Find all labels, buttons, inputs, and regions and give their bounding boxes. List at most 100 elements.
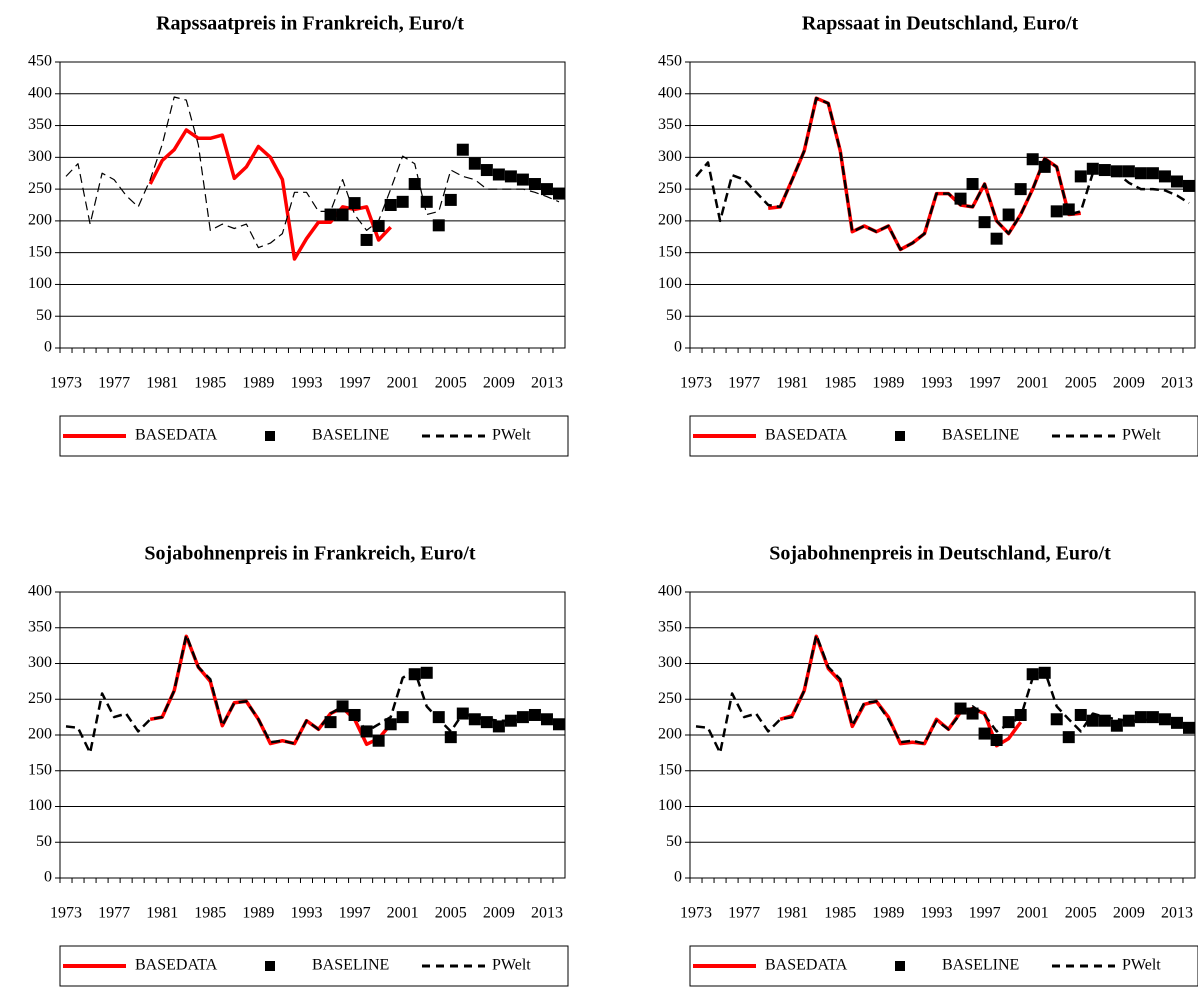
x-tick-label: 1981 — [776, 375, 808, 392]
y-tick-label: 300 — [658, 148, 682, 165]
y-tick-label: 0 — [44, 339, 52, 356]
y-tick-label: 200 — [658, 212, 682, 229]
plot-border — [689, 61, 1196, 349]
baseline-marker — [468, 713, 481, 726]
x-tick-label: 2005 — [1065, 375, 1097, 392]
y-tick-label: 400 — [658, 583, 682, 600]
x-tick-label: 1985 — [824, 375, 856, 392]
y-tick-label: 150 — [28, 243, 52, 260]
x-tick-label: 1989 — [872, 905, 904, 922]
x-tick-label: 1989 — [242, 905, 274, 922]
x-tick-label: 2009 — [483, 375, 515, 392]
legend-label: BASEDATA — [135, 957, 218, 974]
baseline-marker — [990, 232, 1003, 245]
x-tick-label: 1985 — [194, 905, 226, 922]
legend-label: BASELINE — [312, 427, 389, 444]
x-tick-label: 1985 — [824, 905, 856, 922]
pworld-line — [695, 633, 1190, 755]
pworld-line — [65, 96, 560, 249]
x-tick-label: 2009 — [1113, 905, 1145, 922]
baseline-marker — [384, 718, 397, 731]
pworld-line — [695, 96, 1190, 251]
baseline-marker — [1146, 711, 1159, 724]
x-tick-label: 2009 — [483, 905, 515, 922]
legend-label: BASELINE — [942, 957, 1019, 974]
legend-swatch — [895, 431, 905, 441]
baseline-marker — [1026, 668, 1039, 681]
legend-label: BASELINE — [312, 957, 389, 974]
x-tick-label: 1981 — [146, 375, 178, 392]
y-tick-label: 250 — [658, 180, 682, 197]
y-tick-label: 100 — [28, 797, 52, 814]
baseline-marker — [978, 727, 991, 740]
baseline-marker — [954, 192, 967, 205]
x-tick-label: 1981 — [146, 905, 178, 922]
baseline-marker — [540, 713, 553, 726]
x-tick-label: 2005 — [435, 375, 467, 392]
x-tick-label: 1997 — [969, 375, 1001, 392]
legend-label: PWelt — [492, 427, 531, 444]
y-tick-label: 250 — [28, 180, 52, 197]
y-tick-label: 300 — [28, 654, 52, 671]
x-tick-label: 2013 — [1161, 905, 1193, 922]
x-tick-label: 2005 — [1065, 905, 1097, 922]
baseline-marker — [336, 208, 349, 221]
baseline-marker — [432, 219, 445, 232]
baseline-marker — [504, 170, 517, 183]
y-tick-label: 150 — [28, 761, 52, 778]
y-tick-label: 400 — [28, 583, 52, 600]
baseline-marker — [516, 711, 529, 724]
baseline-marker — [1134, 167, 1147, 180]
x-tick-label: 1989 — [242, 375, 274, 392]
baseline-marker — [1050, 713, 1063, 726]
baseline-marker — [1086, 162, 1099, 175]
baseline-marker — [1146, 167, 1159, 180]
x-tick-label: 1985 — [194, 375, 226, 392]
y-tick-label: 350 — [28, 116, 52, 133]
baseline-marker — [396, 711, 409, 724]
x-tick-label: 1993 — [920, 375, 952, 392]
baseline-marker — [372, 734, 385, 747]
y-tick-label: 200 — [658, 726, 682, 743]
x-tick-label: 1981 — [776, 905, 808, 922]
baseline-marker — [1038, 160, 1051, 173]
chart-panel: Sojabohnenpreis in Deutschland, Euro/t 0 5… — [658, 543, 1198, 987]
baseline-marker — [444, 193, 457, 206]
legend-label: PWelt — [492, 957, 531, 974]
x-tick-label: 2013 — [1161, 375, 1193, 392]
baseline-marker — [492, 168, 505, 181]
baseline-marker — [966, 707, 979, 720]
chart-title: Rapssaat in Deutschland, Euro/t — [802, 13, 1079, 35]
baseline-marker — [516, 173, 529, 186]
x-tick-label: 1973 — [680, 375, 712, 392]
baseline-marker — [1110, 719, 1123, 732]
chart-panel: Rapssaatpreis in Frankreich, Euro/t 0 50 10… — [28, 13, 569, 457]
chart-title: Sojabohnenpreis in Frankreich, Euro/t — [144, 543, 476, 565]
y-tick-label: 200 — [28, 212, 52, 229]
baseline-marker — [1014, 183, 1027, 196]
x-tick-label: 2013 — [531, 375, 563, 392]
legend-swatch — [265, 961, 275, 971]
baseline-marker — [1074, 708, 1087, 721]
baseline-marker — [1122, 714, 1135, 727]
x-tick-label: 2001 — [1017, 905, 1049, 922]
y-tick-label: 250 — [658, 690, 682, 707]
chart-title: Sojabohnenpreis in Deutschland, Euro/t — [769, 543, 1111, 565]
legend-swatch — [895, 961, 905, 971]
x-tick-label: 2005 — [435, 905, 467, 922]
x-tick-label: 1997 — [339, 375, 371, 392]
y-tick-label: 400 — [28, 84, 52, 101]
chart-title: Rapssaatpreis in Frankreich, Euro/t — [156, 13, 464, 35]
baseline-marker — [978, 216, 991, 229]
x-tick-label: 1973 — [50, 905, 82, 922]
y-tick-label: 50 — [36, 833, 52, 850]
baseline-marker — [1086, 714, 1099, 727]
x-tick-label: 1993 — [290, 375, 322, 392]
y-tick-label: 300 — [658, 654, 682, 671]
basedata-line — [779, 634, 1023, 748]
x-tick-label: 2013 — [531, 905, 563, 922]
legend-box — [59, 945, 569, 987]
legend-label: BASEDATA — [765, 427, 848, 444]
baseline-marker — [324, 208, 337, 221]
y-tick-label: 50 — [36, 307, 52, 324]
